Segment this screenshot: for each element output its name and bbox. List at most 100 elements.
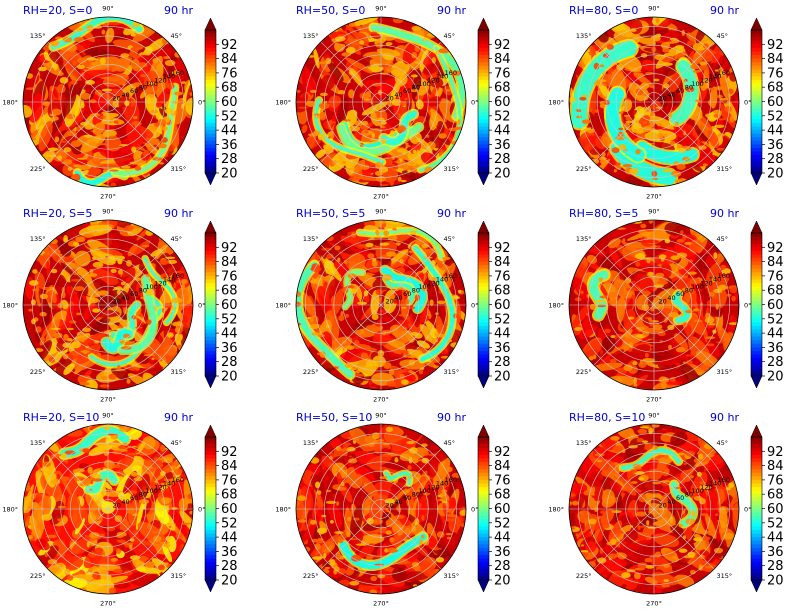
heatmap-speck [637, 428, 648, 434]
heatmap-speck [60, 272, 64, 276]
heatmap-speck [318, 61, 327, 65]
heatmap-speck [622, 238, 626, 242]
colorbar-segment [205, 322, 216, 327]
colorbar-extend-min [750, 172, 763, 186]
colorbar-segment [205, 286, 216, 291]
angle-tick-label: 315° [171, 572, 187, 580]
heatmap-speck [401, 379, 409, 385]
colorbar-segment [751, 69, 762, 74]
heatmap-speck [660, 42, 671, 49]
colorbar-segment [751, 155, 762, 160]
colorbar-segment [205, 240, 216, 245]
heatmap-speck [77, 375, 87, 383]
heatmap-speck [421, 243, 430, 248]
heatmap-speck [393, 531, 399, 539]
panel-title: RH=50, S=0 [296, 4, 365, 17]
heatmap-speck [371, 313, 379, 321]
heatmap-speck [161, 307, 165, 313]
heatmap-speck [371, 132, 375, 138]
angle-tick-label: 90° [648, 5, 660, 13]
colorbar-segment [478, 315, 489, 320]
colorbar-segment [205, 551, 216, 556]
heatmap-speck [628, 445, 638, 449]
radial-tick-label: 120 [154, 279, 166, 287]
colorbar-segment [751, 65, 762, 70]
heatmap-speck [348, 458, 358, 464]
colorbar-segment [478, 522, 489, 527]
heatmap-speck [633, 122, 642, 130]
moisture-band [383, 276, 415, 304]
colorbar-segment [751, 472, 762, 477]
heatmap-speck [695, 99, 701, 103]
colorbar-tick-label: 52 [767, 109, 784, 124]
colorbar-segment [205, 279, 216, 284]
heatmap-speck [317, 490, 322, 495]
heatmap-speck [399, 373, 405, 380]
heatmap-speck [708, 99, 715, 107]
heatmap-speck [411, 349, 423, 355]
heatmap-speck [336, 501, 340, 506]
angle-tick-label: 45° [171, 235, 183, 243]
colorbar-segment [205, 112, 216, 117]
colorbar-segment [478, 297, 489, 302]
heatmap-speck [366, 517, 374, 525]
colorbar-segment [205, 522, 216, 527]
colorbar-segment [205, 37, 216, 42]
heatmap-speck [50, 268, 58, 274]
heatmap-speck [86, 541, 90, 548]
heatmap-speck [670, 255, 680, 260]
heatmap-speck [438, 48, 450, 54]
heatmap-speck [180, 81, 187, 84]
colorbar-segment [205, 165, 216, 170]
heatmap-speck [319, 92, 328, 97]
heatmap-speck [714, 86, 724, 91]
heatmap-cell [84, 369, 92, 378]
heatmap-speck [63, 147, 72, 153]
colorbar-segment [478, 544, 489, 549]
heatmap-speck [130, 33, 136, 37]
heatmap-speck [179, 334, 183, 340]
heatmap-speck [327, 136, 332, 139]
heatmap-speck [370, 31, 377, 34]
colorbar-segment [205, 562, 216, 567]
colorbar-segment [478, 151, 489, 156]
heatmap-cell [345, 57, 373, 74]
radial-tick-label: 140 [163, 276, 175, 284]
colorbar-segment [751, 33, 762, 38]
heatmap-speck [423, 450, 429, 456]
heatmap-speck [124, 225, 134, 232]
heatmap-speck [439, 492, 448, 496]
heatmap-speck [635, 262, 641, 267]
colorbar-segment [751, 358, 762, 363]
heatmap-speck [588, 52, 594, 56]
colorbar-segment [751, 58, 762, 63]
colorbar-extend-max [750, 220, 763, 234]
colorbar-extend-max [477, 424, 490, 438]
heatmap-speck [369, 59, 375, 66]
radial-tick-label: 40 [667, 498, 675, 506]
colorbar-tick-label: 20 [221, 370, 238, 385]
heatmap-field [569, 17, 739, 187]
colorbar-segment [478, 240, 489, 245]
heatmap-speck [640, 223, 647, 229]
colorbar-segment [205, 283, 216, 288]
colorbar-segment [751, 454, 762, 459]
colorbar-segment [478, 72, 489, 77]
heatmap-speck [410, 230, 417, 234]
heatmap-cell [437, 120, 445, 134]
heatmap-speck [54, 136, 60, 143]
angle-tick-label: 225° [303, 368, 319, 376]
colorbar-tick-label: 20 [221, 574, 238, 589]
heatmap-speck [32, 269, 38, 274]
colorbar-segment [478, 290, 489, 295]
colorbar-segment [751, 501, 762, 506]
colorbar-tick-label: 36 [767, 138, 784, 153]
colorbar-tick-label: 20 [221, 167, 238, 182]
heatmap-cell [23, 104, 33, 118]
colorbar-segment [205, 350, 216, 356]
colorbar-segment [205, 315, 216, 320]
angle-tick-label: 0° [198, 302, 205, 310]
heatmap-speck [731, 295, 736, 302]
